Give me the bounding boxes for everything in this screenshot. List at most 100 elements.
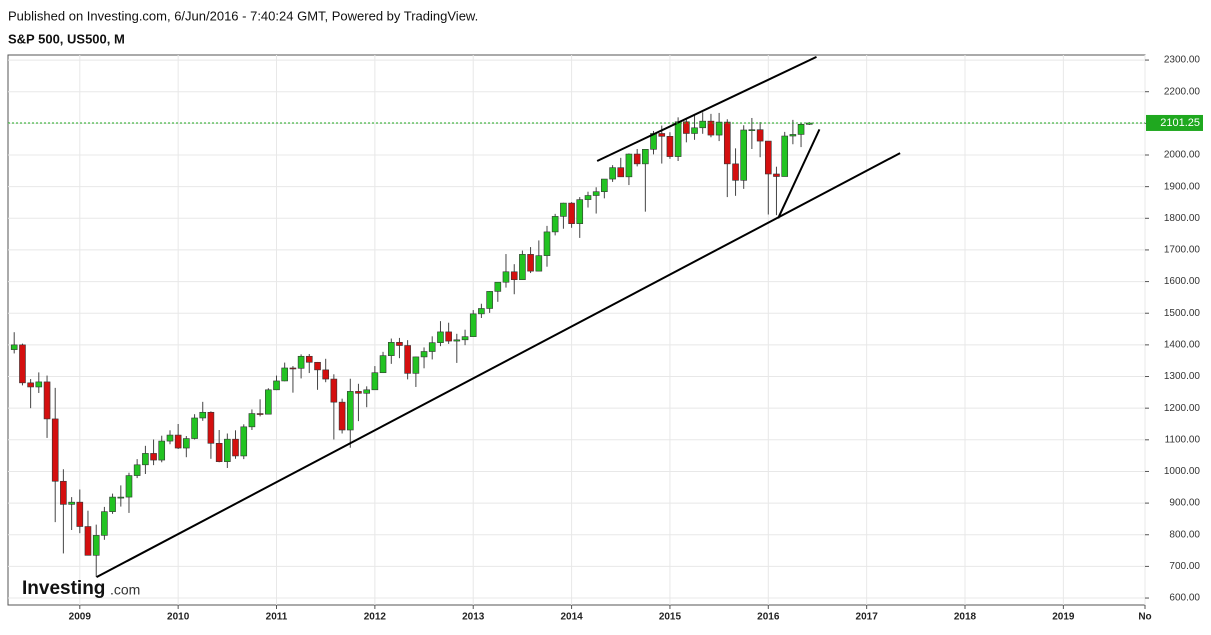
candle-body [764, 140, 772, 175]
candle-body [691, 127, 698, 134]
candle-body [576, 199, 584, 224]
last-price-box [1146, 114, 1203, 131]
candle-body [109, 496, 116, 512]
x-tick-label: 2016 [757, 612, 780, 623]
candle-body [420, 351, 428, 358]
candle-body [609, 167, 616, 180]
candle-body [592, 191, 600, 196]
candle-body [207, 411, 215, 444]
logo-suffix: .com [110, 582, 140, 598]
candle-body [568, 202, 575, 224]
y-tick-label: 2200.00 [1164, 86, 1201, 97]
candle-body [748, 129, 756, 131]
y-tick-label: 1000.00 [1164, 466, 1201, 477]
candle-body [469, 313, 477, 337]
x-tick-label: 2010 [167, 612, 190, 623]
candle-body [396, 342, 403, 346]
last-price-label: 2101.25 [1160, 117, 1200, 129]
candle-body [478, 308, 485, 315]
trendlines [96, 55, 901, 579]
candle-body [199, 411, 207, 419]
candle-body [412, 356, 420, 374]
y-tick-label: 700.00 [1169, 561, 1200, 572]
candle-body [363, 389, 371, 394]
grid [8, 55, 1146, 605]
candle-body [633, 153, 641, 165]
candle-body [215, 442, 223, 462]
candle-body [486, 291, 493, 309]
candle-body [723, 121, 731, 165]
candle-body [674, 121, 682, 157]
candle-body [666, 136, 674, 157]
candle-body [305, 355, 313, 363]
candle-body [150, 453, 157, 461]
x-tick-label: 2009 [69, 612, 92, 623]
candle-body [642, 149, 649, 165]
x-tick-label: 2014 [560, 612, 583, 623]
candle-body [797, 124, 805, 135]
candle-body [502, 271, 510, 283]
candle-body [232, 438, 239, 457]
candle-body [338, 401, 346, 431]
candle-body [125, 475, 133, 498]
candle-body [314, 361, 321, 371]
candle-body [453, 339, 461, 342]
y-tick-label: 1200.00 [1164, 403, 1201, 414]
logo-name: Investing [22, 578, 105, 599]
candle-body [379, 355, 387, 374]
candle-body [584, 195, 592, 200]
candle-body [740, 129, 748, 181]
candle-body [404, 345, 411, 374]
candle-body [240, 426, 248, 457]
candle-body [117, 496, 125, 499]
candle-body [289, 367, 297, 370]
candles [10, 112, 813, 577]
y-tick-label: 1600.00 [1164, 276, 1201, 287]
candle-body [617, 167, 625, 178]
candle-body [461, 336, 469, 341]
candle-body [224, 438, 231, 462]
candle-body [174, 434, 182, 449]
candle-body [445, 331, 452, 342]
y-tick-label: 2300.00 [1164, 55, 1201, 66]
candle-body [519, 254, 526, 280]
candle-body [371, 372, 379, 391]
candle-body [707, 120, 715, 136]
candle-body [166, 434, 174, 442]
candle-body [297, 355, 305, 369]
candle-body [494, 281, 502, 292]
candle-body [256, 413, 264, 415]
y-tick-label: 1500.00 [1164, 308, 1201, 319]
y-tick-label: 1400.00 [1164, 340, 1201, 351]
candle-body [428, 342, 436, 352]
x-tick-label: 2019 [1052, 612, 1075, 623]
candle-body [133, 464, 141, 476]
candle-body [183, 438, 190, 449]
candle-body [551, 216, 559, 233]
axes: 600.00 700.00 800.00 900.00 1000.00 1100.00 12… [8, 55, 1203, 623]
candle-body [601, 178, 608, 193]
y-tick-label: 800.00 [1169, 529, 1200, 540]
candle-body [330, 378, 338, 403]
candle-body [68, 501, 75, 505]
candle-body [510, 271, 518, 280]
y-tick-label: 2000.00 [1164, 150, 1201, 161]
candle-body [60, 480, 67, 505]
candle-body [527, 254, 534, 272]
candle-body [101, 511, 108, 536]
candle-body [715, 121, 723, 136]
candle-body [732, 163, 739, 181]
x-tick-label: 2012 [364, 612, 387, 623]
y-tick-label: 1700.00 [1164, 245, 1201, 256]
candle-body [560, 202, 567, 217]
candle-body [683, 121, 690, 134]
y-tick-label: 600.00 [1169, 593, 1200, 604]
candle-body [10, 344, 18, 350]
candle-body [281, 367, 288, 382]
candle-body [158, 440, 166, 461]
candle-body [273, 380, 280, 391]
candle-body [535, 255, 543, 272]
candle-body [773, 173, 780, 177]
